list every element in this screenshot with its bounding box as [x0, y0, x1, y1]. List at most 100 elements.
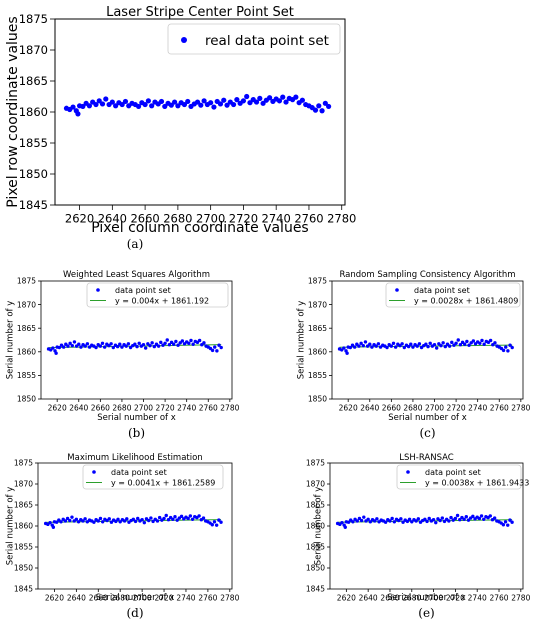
data-point	[124, 344, 128, 348]
x-tick-label: 2780	[220, 594, 239, 603]
data-point	[103, 96, 109, 102]
data-point	[163, 341, 167, 346]
data-point	[164, 513, 168, 518]
data-point	[152, 344, 157, 349]
data-point	[175, 103, 181, 109]
data-point	[432, 343, 437, 347]
x-tick-label: 2660	[130, 212, 159, 226]
data-point	[348, 345, 353, 350]
data-point	[116, 517, 120, 521]
legend-box	[385, 282, 521, 308]
y-tick-label: 1860	[19, 105, 48, 119]
data-point	[257, 95, 263, 101]
data-point	[508, 518, 512, 522]
x-tick-label: 2720	[447, 404, 466, 413]
data-point	[463, 342, 467, 346]
data-point	[478, 341, 482, 346]
data-point	[423, 517, 427, 521]
data-point	[150, 341, 154, 345]
chart-panel-b: 2620 2640 2660 2680 2700 2720 2740 2760 2780 1850…	[6, 270, 240, 440]
data-point	[155, 519, 160, 523]
legend-label: data point set	[111, 468, 167, 477]
y-tick-label: 1870	[308, 300, 327, 309]
data-point	[217, 101, 224, 107]
data-point	[388, 519, 392, 523]
data-point	[214, 523, 219, 527]
data-point	[352, 345, 357, 349]
data-point	[115, 344, 120, 349]
x-tick-label: 2760	[489, 594, 508, 603]
data-point	[366, 517, 370, 521]
data-point	[427, 516, 431, 521]
x-tick-label: 2720	[156, 404, 175, 413]
data-point	[373, 519, 377, 523]
data-point	[425, 519, 429, 524]
data-point	[439, 343, 443, 348]
legend-label: data point set	[414, 286, 470, 295]
x-tick-label: 2620	[45, 594, 64, 603]
x-tick-label: 2620	[48, 404, 67, 413]
data-point	[361, 343, 365, 348]
data-point	[142, 101, 148, 108]
data-point	[355, 519, 359, 523]
data-point	[59, 520, 63, 524]
y-axis-label: Pixel row coordinate values	[5, 16, 21, 207]
data-point	[359, 518, 364, 523]
panel-caption: (c)	[419, 426, 435, 440]
x-tick-label: 2680	[163, 212, 192, 226]
data-point	[210, 348, 215, 353]
data-point	[66, 344, 70, 348]
x-tick-label: 2640	[359, 594, 378, 603]
x-axis-label: Serial number of x	[96, 593, 175, 603]
y-tick-label: 1875	[308, 277, 327, 286]
chart-title: Random Sampling Consistency Algorithm	[339, 270, 515, 280]
data-point	[293, 94, 299, 100]
data-point	[54, 351, 58, 355]
legend-marker-dot	[96, 288, 100, 292]
data-point	[244, 93, 250, 100]
data-point	[450, 340, 454, 345]
data-point	[149, 103, 155, 109]
data-point	[357, 516, 362, 521]
data-point	[208, 100, 214, 106]
data-point	[442, 519, 447, 524]
data-point	[322, 100, 328, 106]
legend-label: real data point set	[205, 33, 329, 49]
x-tick-label: 2700	[134, 404, 153, 413]
data-point	[54, 520, 59, 524]
data-point	[72, 340, 77, 344]
data-point	[122, 98, 129, 105]
data-point	[187, 341, 191, 346]
x-tick-label: 2680	[111, 594, 130, 603]
data-point	[240, 98, 247, 104]
data-point	[426, 344, 430, 349]
data-point	[342, 346, 346, 350]
data-point	[68, 341, 72, 346]
x-tick-label: 2740	[262, 212, 291, 226]
data-point	[96, 519, 100, 523]
x-tick-label: 2780	[220, 404, 239, 413]
x-tick-label: 2780	[511, 404, 530, 413]
data-point	[126, 342, 131, 346]
data-point	[145, 98, 151, 104]
data-point	[253, 99, 260, 105]
data-point	[149, 516, 153, 520]
x-tick-label: 2780	[327, 212, 356, 226]
data-point	[390, 516, 394, 521]
y-tick-label: 1850	[14, 564, 33, 573]
data-point	[131, 517, 136, 521]
data-point	[99, 101, 106, 107]
data-point	[107, 517, 111, 521]
data-point	[109, 520, 114, 524]
data-point	[142, 520, 147, 525]
chart-panel-a: 2620 2640 2660 2680 2700 2720 2740 2760 2780 1845…	[5, 5, 356, 251]
x-tick-label: 2760	[198, 594, 217, 603]
chart-panel-e: 2620 2640 2660 2680 2700 2720 2740 2760 2780 1845…	[306, 453, 531, 620]
data-point	[312, 107, 319, 113]
x-tick-label: 2620	[337, 594, 356, 603]
legend-marker-dot	[406, 470, 410, 474]
panel-caption: (e)	[418, 606, 434, 620]
y-tick-label: 1850	[306, 564, 325, 573]
data-point	[180, 339, 185, 343]
data-point	[401, 520, 405, 524]
